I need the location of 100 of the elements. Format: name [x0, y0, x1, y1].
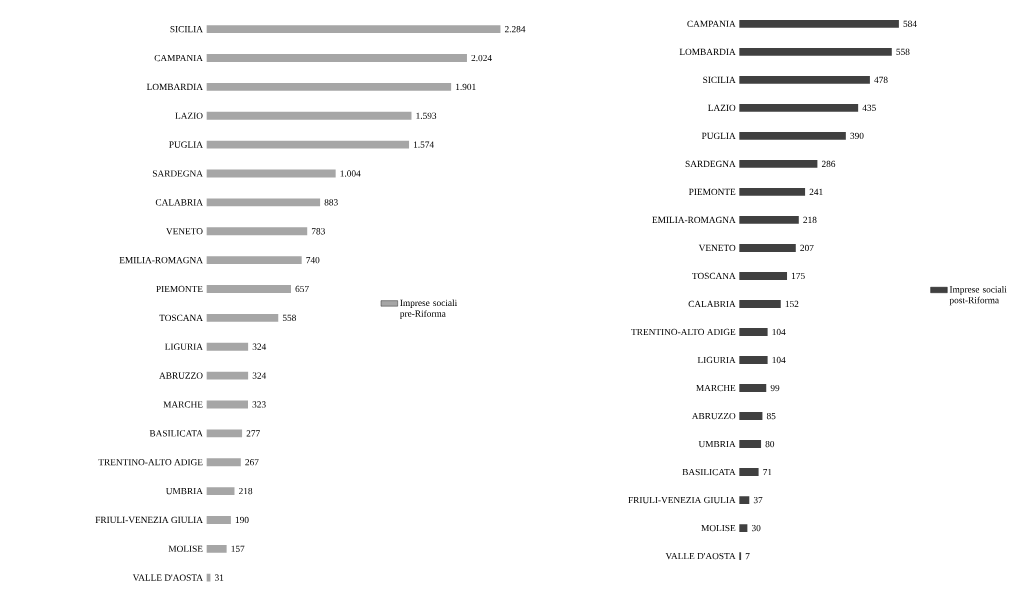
data-label: 157	[231, 545, 245, 553]
data-label: 2.284	[504, 26, 526, 33]
data-label: 657	[295, 286, 309, 293]
data-label: 2.024	[471, 55, 492, 62]
data-label: 104	[772, 357, 786, 364]
data-label: 558	[282, 314, 296, 322]
y-tick-label: MOLISE	[168, 545, 203, 553]
bar	[739, 384, 767, 393]
data-label: 152	[785, 301, 799, 308]
y-tick-label: LAZIO	[175, 112, 203, 120]
bar	[739, 412, 763, 421]
bar	[739, 272, 788, 281]
y-tick-label: CALABRIA	[155, 199, 203, 206]
y-tick-label: VENETO	[166, 228, 203, 235]
data-label: 190	[235, 517, 249, 524]
bar	[739, 188, 806, 197]
data-label: 323	[252, 401, 266, 408]
y-tick-label: SARDEGNA	[685, 161, 736, 168]
data-label: 390	[850, 132, 864, 140]
data-label: 218	[239, 488, 253, 495]
bar	[206, 516, 231, 525]
y-tick-label: FRIULI-VENEZIA GIULIA	[95, 517, 203, 524]
y-tick-label: PIEMONTE	[688, 189, 736, 196]
bar	[206, 371, 249, 380]
bar	[739, 468, 759, 477]
bar	[739, 496, 750, 505]
data-label: 30	[751, 525, 761, 532]
y-tick-label: TRENTINO-ALTO ADIGE	[98, 459, 203, 466]
data-label: 241	[809, 189, 823, 196]
data-label: 71	[763, 469, 772, 476]
bar	[739, 48, 892, 56]
bar	[739, 216, 799, 225]
data-label: 104	[772, 329, 786, 336]
legend-label: Imprese sociali pre-Riforma	[400, 299, 458, 319]
data-label: 7	[745, 553, 750, 560]
y-tick-label: LAZIO	[708, 104, 736, 112]
y-tick-label: TRENTINO-ALTO ADIGE	[631, 329, 736, 336]
bar	[739, 244, 796, 253]
y-tick-label: TOSCANA	[159, 314, 203, 322]
data-label: 218	[803, 217, 817, 224]
data-label: 783	[311, 228, 325, 235]
data-label: 1.901	[456, 83, 476, 91]
bar	[206, 83, 452, 92]
y-tick-label: PIEMONTE	[156, 286, 203, 293]
y-tick-label: VALLE D'AOSTA	[132, 574, 203, 582]
bar	[739, 440, 762, 449]
y-tick-label: LOMBARDIA	[146, 84, 203, 91]
y-tick-label: UMBRIA	[165, 488, 203, 495]
bar	[206, 458, 241, 467]
legend-label: Imprese sociali post-Riforma	[949, 286, 1007, 306]
y-tick-label: BASILICATA	[682, 469, 736, 476]
bar	[739, 76, 870, 85]
bar	[206, 545, 227, 553]
data-label: 324	[252, 372, 267, 379]
y-tick-label: TOSCANA	[692, 273, 736, 280]
y-tick-label: CAMPANIA	[687, 20, 736, 28]
bar	[739, 132, 846, 141]
y-tick-label: PUGLIA	[701, 132, 736, 140]
bar	[739, 160, 818, 169]
bar	[206, 25, 501, 34]
y-tick-label: BASILICATA	[149, 430, 203, 437]
bar	[206, 227, 308, 236]
y-tick-label: SICILIA	[703, 76, 736, 84]
bar	[206, 285, 291, 294]
y-tick-label: MARCHE	[696, 385, 736, 392]
data-label: 267	[245, 459, 259, 466]
data-label: 324	[252, 343, 267, 351]
y-tick-label: EMILIA-ROMAGNA	[652, 217, 736, 224]
data-label: 85	[766, 413, 776, 420]
y-tick-label: SICILIA	[170, 26, 203, 33]
y-tick-label: MOLISE	[701, 525, 736, 532]
data-label: 31	[214, 574, 224, 582]
bar	[206, 429, 243, 438]
y-tick-label: ABRUZZO	[159, 372, 203, 379]
y-tick-label: EMILIA-ROMAGNA	[119, 257, 203, 264]
y-tick-label: LOMBARDIA	[679, 48, 736, 56]
bar	[206, 314, 279, 323]
y-tick-label: LIGURIA	[164, 343, 203, 351]
data-label: 1.574	[413, 141, 434, 149]
data-label: 558	[896, 48, 910, 56]
data-label: 435	[862, 104, 876, 112]
data-label: 740	[306, 257, 320, 264]
y-tick-label: SARDEGNA	[152, 170, 203, 177]
y-tick-label: VALLE D'AOSTA	[665, 553, 736, 560]
data-label: 80	[765, 441, 775, 448]
bar	[206, 343, 249, 351]
y-tick-label: PUGLIA	[169, 141, 203, 148]
data-label: 286	[821, 160, 836, 168]
y-tick-label: FRIULI-VENEZIA GIULIA	[628, 497, 736, 504]
y-tick-label: UMBRIA	[698, 441, 736, 448]
data-label: 277	[246, 430, 260, 437]
y-tick-label: MARCHE	[163, 401, 203, 408]
y-tick-label: ABRUZZO	[691, 413, 736, 420]
y-tick-label: CAMPANIA	[154, 55, 203, 62]
data-label: 175	[791, 273, 805, 280]
bar	[739, 356, 768, 365]
bar	[206, 112, 412, 120]
data-label: 207	[800, 245, 814, 252]
data-label: 883	[324, 199, 338, 206]
data-label: 37	[753, 497, 763, 504]
